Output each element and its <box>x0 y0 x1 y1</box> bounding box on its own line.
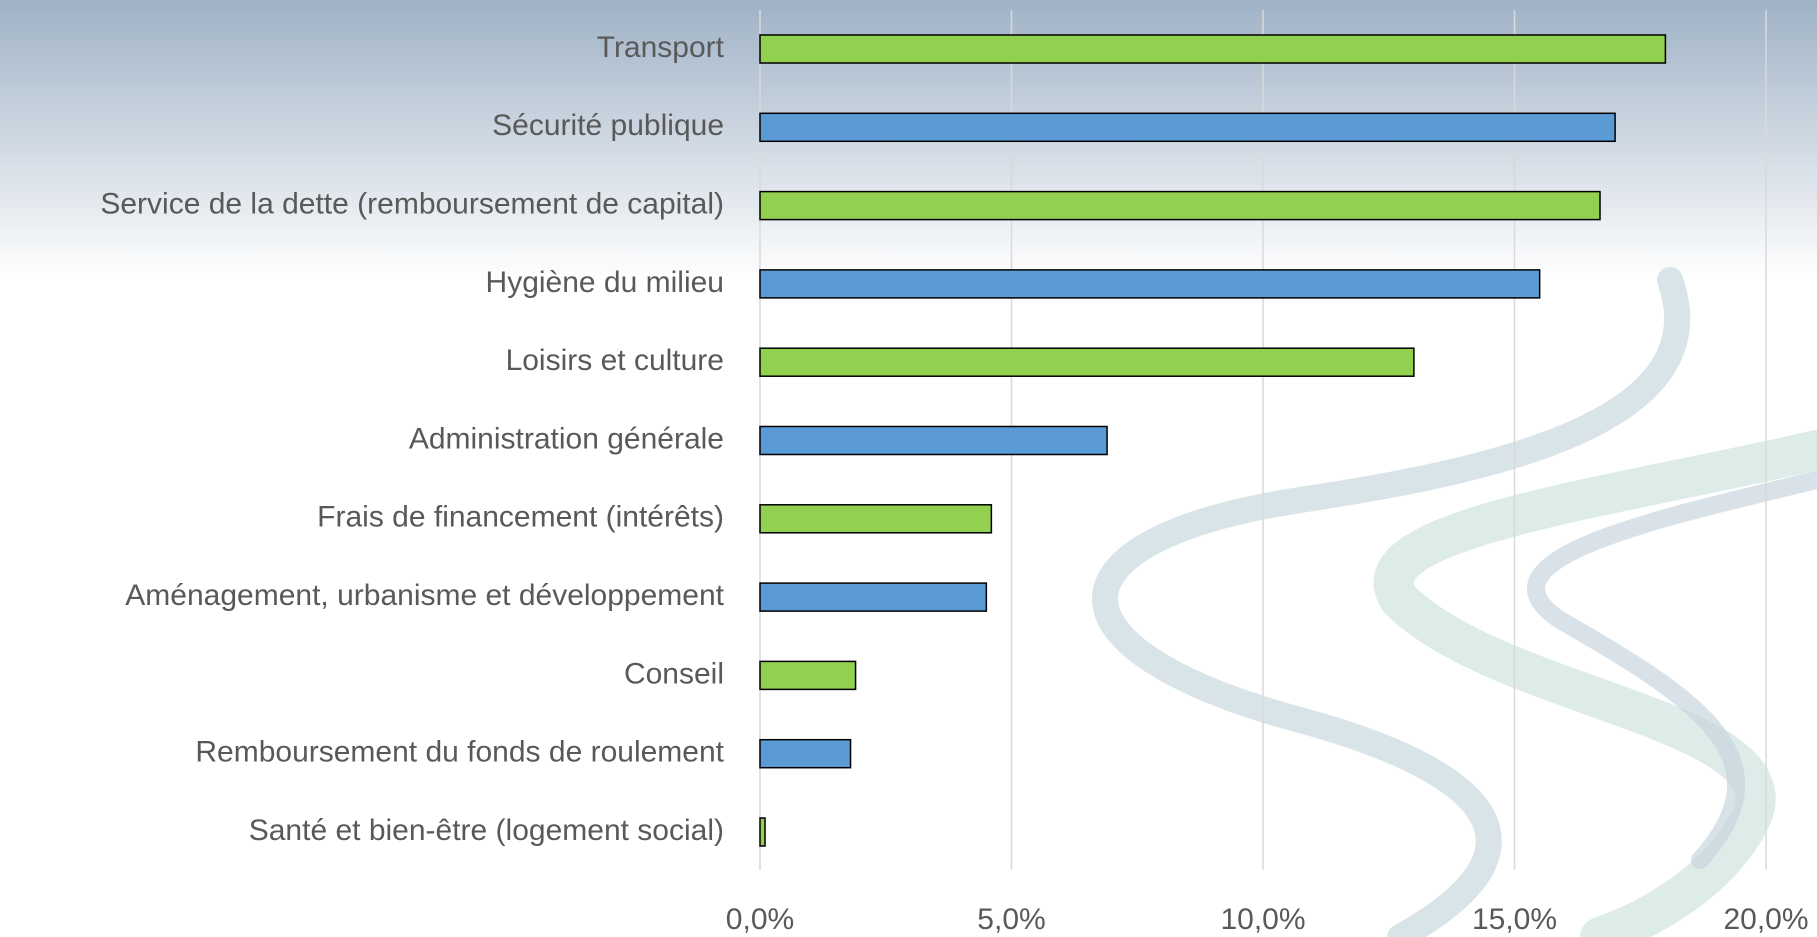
y-tick-label: Aménagement, urbanisme et développement <box>125 579 724 612</box>
y-tick-label: Loisirs et culture <box>506 344 724 377</box>
y-tick-label: Santé et bien-être (logement social) <box>249 814 724 847</box>
y-tick-label: Conseil <box>624 657 724 690</box>
y-tick-label: Service de la dette (remboursement de ca… <box>100 188 724 221</box>
y-tick-label: Hygiène du milieu <box>486 266 724 299</box>
y-tick-label: Frais de financement (intérêts) <box>317 501 724 534</box>
x-tick-label: 20,0% <box>1723 903 1808 936</box>
bar <box>760 35 1665 63</box>
bar <box>760 348 1414 376</box>
y-tick-label: Remboursement du fonds de roulement <box>195 736 724 769</box>
x-tick-label: 15,0% <box>1472 903 1557 936</box>
bar <box>760 270 1540 298</box>
bar <box>760 818 765 846</box>
bar <box>760 505 991 533</box>
bar <box>760 192 1600 220</box>
y-tick-label: Administration générale <box>409 422 724 455</box>
x-tick-label: 0,0% <box>726 903 794 936</box>
bar <box>760 427 1107 455</box>
bar <box>760 113 1615 141</box>
x-tick-label: 10,0% <box>1220 903 1305 936</box>
bar <box>760 661 856 689</box>
bar <box>760 740 851 768</box>
y-tick-label: Sécurité publique <box>492 109 724 142</box>
y-tick-label: Transport <box>597 31 725 64</box>
bar <box>760 583 986 611</box>
chart: 0,0% 5,0% 10,0% 15,0% 20,0% Transport Sécurité… <box>0 0 1817 937</box>
x-tick-label: 5,0% <box>977 903 1045 936</box>
